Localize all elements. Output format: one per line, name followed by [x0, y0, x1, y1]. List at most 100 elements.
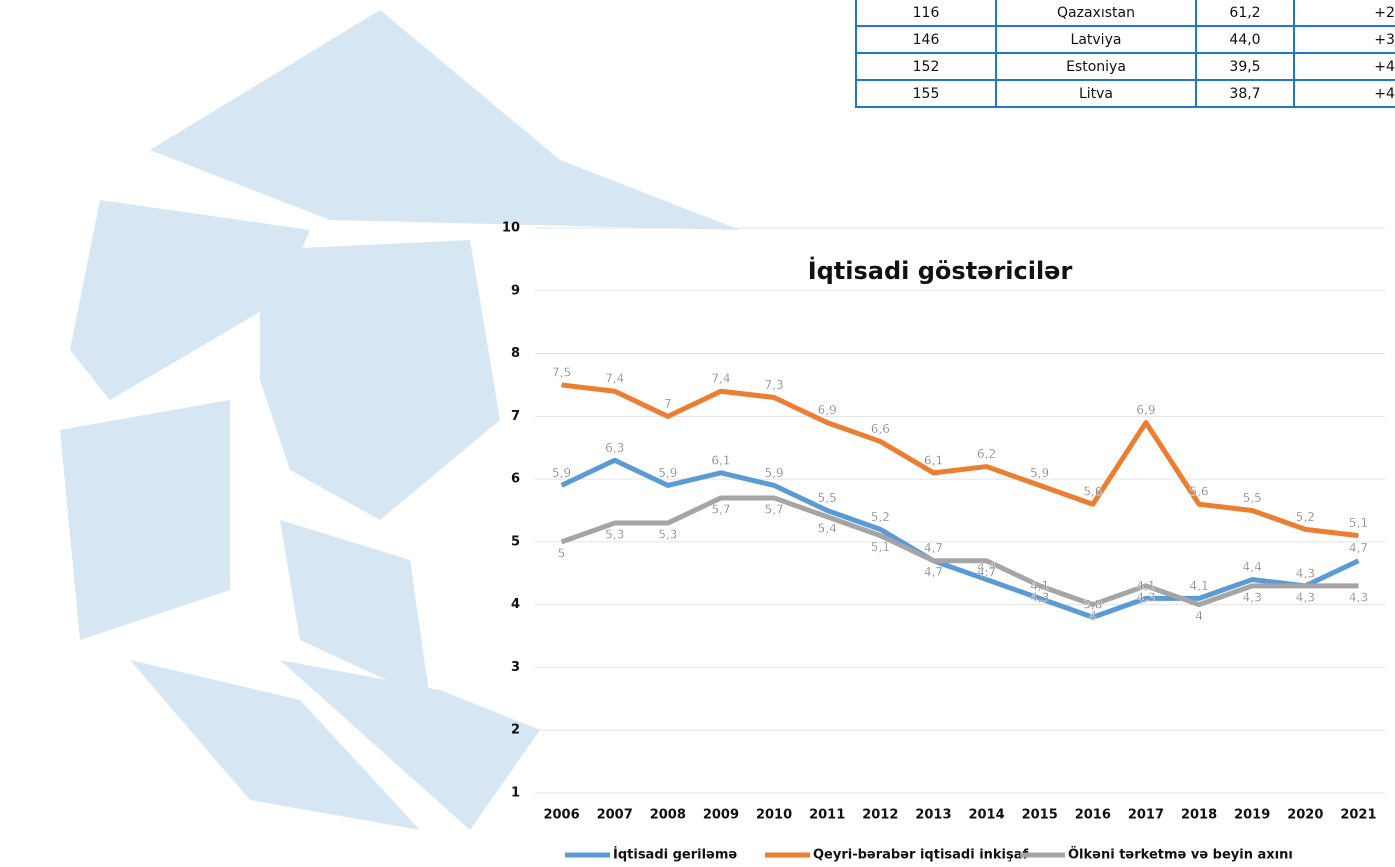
data-label: 4 — [1195, 609, 1203, 623]
data-label: 5,9 — [552, 466, 571, 480]
chart-title: İqtisadi göstəricilər — [808, 256, 1073, 285]
table-cell: Latviya — [995, 25, 1197, 54]
table-cell: 152 — [855, 52, 997, 81]
x-tick-label: 2010 — [756, 808, 792, 823]
data-label: 5,3 — [658, 528, 677, 542]
y-tick-label: 3 — [511, 660, 520, 675]
legend-label: İqtisadi geriləmə — [613, 847, 737, 863]
y-tick-label: 5 — [511, 534, 520, 549]
ranking-table: 116Qazaxıstan61,2+28146Latviya44,0+37152… — [855, 0, 1395, 108]
data-label: 5 — [558, 546, 566, 560]
data-label: 5,6 — [1190, 485, 1209, 499]
data-label: 4,3 — [1030, 590, 1049, 604]
data-label: 4,7 — [977, 565, 996, 579]
y-tick-label: 2 — [511, 723, 520, 738]
data-label: 4,3 — [1243, 590, 1262, 604]
x-tick-label: 2006 — [543, 808, 579, 823]
x-tick-label: 2012 — [862, 808, 898, 823]
x-tick-label: 2020 — [1287, 808, 1323, 823]
table-cell: +28 — [1293, 0, 1395, 27]
y-tick-label: 7 — [511, 409, 520, 424]
data-label: 5,2 — [1296, 510, 1315, 524]
y-tick-label: 6 — [511, 472, 520, 487]
data-label: 4,4 — [1243, 560, 1262, 574]
data-label: 4,1 — [1136, 579, 1155, 593]
data-label: 4,1 — [1190, 579, 1209, 593]
legend-label: Qeyri-bərabər iqtisadi inkişaf — [813, 848, 1029, 863]
data-label: 5,4 — [818, 521, 837, 535]
table-cell: 39,5 — [1195, 52, 1295, 81]
table-cell: +42 — [1293, 79, 1395, 108]
series-line — [560, 495, 1359, 608]
data-label: 6,3 — [605, 441, 624, 455]
data-label: 7,4 — [605, 372, 624, 386]
data-label: 5,5 — [818, 491, 837, 505]
x-tick-label: 2011 — [809, 808, 845, 823]
y-tick-label: 4 — [511, 597, 520, 612]
x-tick-label: 2017 — [1128, 808, 1164, 823]
table-cell: Litva — [995, 79, 1197, 108]
data-label: 7,4 — [711, 372, 730, 386]
table-cell: +41 — [1293, 52, 1395, 81]
x-tick-label: 2019 — [1234, 808, 1270, 823]
data-label: 4,4 — [977, 560, 996, 574]
x-tick-label: 2021 — [1340, 808, 1376, 823]
x-tick-label: 2008 — [650, 808, 686, 823]
x-tick-label: 2007 — [597, 808, 633, 823]
data-label: 5,1 — [871, 540, 890, 554]
x-tick-label: 2015 — [1022, 808, 1058, 823]
data-label: 6,1 — [924, 453, 943, 467]
data-label: 7 — [664, 397, 672, 411]
data-label: 7,3 — [765, 378, 784, 392]
data-label: 5,5 — [1243, 491, 1262, 505]
table-cell: +37 — [1293, 25, 1395, 54]
data-label: 5,9 — [1030, 466, 1049, 480]
data-label: 5,6 — [1083, 485, 1102, 499]
legend-label: Ölkəni tərketmə və beyin axını — [1068, 847, 1293, 863]
table-cell: Estoniya — [995, 52, 1197, 81]
y-tick-label: 8 — [511, 346, 520, 361]
series-line — [561, 382, 1359, 539]
data-label: 4 — [1089, 609, 1097, 623]
data-label: 4,3 — [1349, 590, 1368, 604]
x-tick-label: 2009 — [703, 808, 739, 823]
table-cell: 44,0 — [1195, 25, 1295, 54]
data-label: 5,2 — [871, 510, 890, 524]
data-label: 5,9 — [765, 466, 784, 480]
data-label: 4,7 — [924, 565, 943, 579]
data-label: 6,9 — [818, 403, 837, 417]
data-label: 6,1 — [711, 453, 730, 467]
data-label: 5,9 — [658, 466, 677, 480]
data-label: 3,8 — [1083, 598, 1102, 612]
x-tick-label: 2014 — [968, 808, 1004, 823]
y-tick-label: 1 — [511, 786, 520, 801]
data-label: 6,9 — [1136, 403, 1155, 417]
data-label: 4,3 — [1296, 566, 1315, 580]
x-tick-label: 2016 — [1075, 808, 1111, 823]
data-label: 4,7 — [1349, 541, 1368, 555]
table-cell: 146 — [855, 25, 997, 54]
data-label: 4,1 — [1030, 579, 1049, 593]
data-label: 5,7 — [765, 502, 784, 516]
data-label: 5,1 — [1349, 516, 1368, 530]
y-tick-label: 9 — [511, 283, 520, 298]
table-cell: Qazaxıstan — [995, 0, 1197, 27]
table-cell: 61,2 — [1195, 0, 1295, 27]
table-cell: 116 — [855, 0, 997, 27]
x-tick-label: 2013 — [915, 808, 951, 823]
series-line — [560, 457, 1360, 620]
data-label: 4,3 — [1136, 590, 1155, 604]
data-label: 6,6 — [871, 422, 890, 436]
table-container: 116Qazaxıstan61,2+28146Latviya44,0+37152… — [855, 0, 1395, 119]
table-cell: 38,7 — [1195, 79, 1295, 108]
data-label: 5,3 — [605, 528, 624, 542]
y-tick-label: 10 — [502, 221, 520, 236]
data-label: 5,7 — [711, 502, 730, 516]
table-cell: 155 — [855, 79, 997, 108]
